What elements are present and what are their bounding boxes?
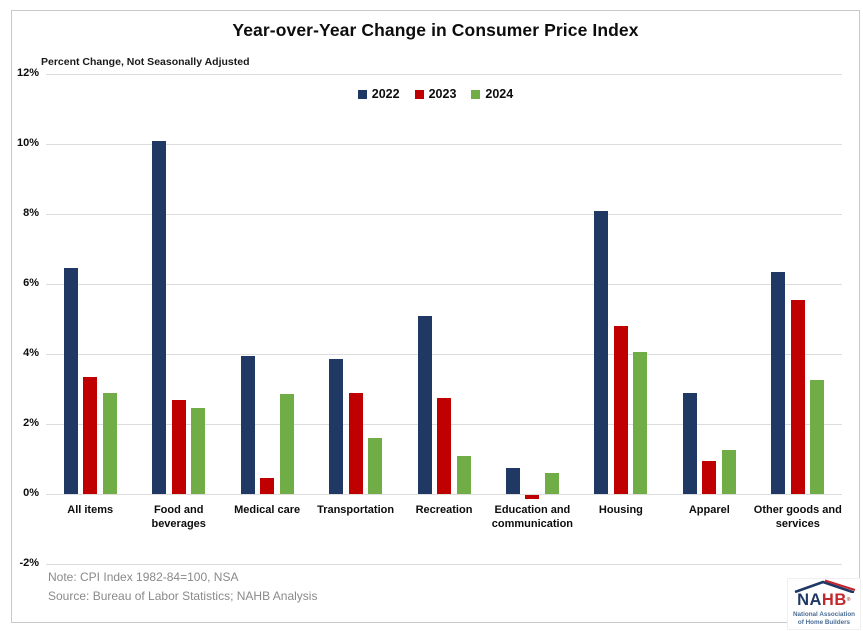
- bar-2023-education-and-communication: [525, 495, 540, 499]
- legend-swatch-2022: [357, 89, 367, 99]
- nahb-logo-name: NAHB®: [788, 592, 860, 609]
- bar-2023-medical-care: [260, 478, 275, 495]
- nahb-logo-org-line1: National Association: [792, 611, 856, 618]
- bar-2022-recreation: [417, 315, 432, 494]
- gridline-10: [46, 144, 842, 145]
- y-axis-label-10: 10%: [16, 137, 39, 149]
- plot-area: 12% 10% 8% 6% 4% 2% 0% -2% All items Food and bev…: [12, 11, 859, 622]
- gridline-0: [46, 494, 842, 495]
- bar-2022-housing: [594, 210, 609, 494]
- bar-2024-housing: [633, 352, 648, 495]
- gridline-12: [46, 74, 842, 75]
- x-axis-label-education-and-communication: Education and communication: [491, 504, 574, 530]
- nahb-logo-org: National Association of Home Builders: [788, 611, 860, 626]
- x-axis-label-medical-care: Medical care: [234, 504, 301, 516]
- gridline-6: [46, 284, 842, 285]
- bar-2023-recreation: [437, 397, 451, 495]
- y-axis-label-0: 0%: [23, 487, 39, 499]
- gridline-8: [46, 214, 842, 215]
- bar-2024-apparel: [721, 450, 736, 495]
- legend-label-2024: 2024: [485, 87, 514, 101]
- nahb-logo-hb: HB: [821, 591, 847, 609]
- chart-frame: Year-over-Year Change in Consumer Price …: [11, 10, 861, 630]
- bar-2024-recreation: [456, 455, 471, 494]
- note-text: Note: CPI Index 1982-84=100, NSA: [48, 570, 239, 584]
- y-axis-label-12: 12%: [16, 67, 39, 79]
- nahb-logo-na: NA: [797, 591, 822, 609]
- chart-title: Year-over-Year Change in Consumer Price …: [232, 20, 639, 40]
- bar-2024-medical-care: [279, 394, 294, 495]
- nahb-roof-icon: [794, 579, 856, 593]
- y-axis-label--2: -2%: [19, 557, 39, 569]
- bar-2023-food-and-beverages: [171, 399, 186, 494]
- chart-subtitle: Percent Change, Not Seasonally Adjusted: [41, 56, 250, 68]
- y-axis-label-4: 4%: [23, 347, 39, 359]
- x-axis-label-other-goods-and-services: Other goods and services: [753, 504, 842, 530]
- legend-label-2023: 2023: [428, 87, 457, 101]
- nahb-logo: NAHB® National Association of Home Build…: [787, 578, 861, 630]
- x-axis-label-apparel: Apparel: [688, 504, 730, 516]
- gridline-4: [46, 354, 842, 355]
- bar-2022-medical-care: [240, 355, 255, 495]
- y-axis-label-6: 6%: [23, 277, 39, 289]
- x-axis-label-food-and-beverages: Food and beverages: [151, 504, 206, 530]
- bar-2022-food-and-beverages: [152, 140, 167, 494]
- bar-2022-all-items: [63, 268, 78, 495]
- x-axis-label-recreation: Recreation: [415, 504, 473, 516]
- bar-2022-other-goods-and-services: [771, 271, 786, 495]
- bar-2024-food-and-beverages: [191, 408, 206, 495]
- x-axis-label-transportation: Transportation: [317, 504, 395, 516]
- bar-2022-education-and-communication: [505, 467, 520, 495]
- legend-item-2024: 2024: [471, 87, 513, 101]
- bar-2022-apparel: [682, 392, 697, 494]
- bar-2024-other-goods-and-services: [810, 380, 825, 495]
- bar-2023-all-items: [83, 376, 98, 495]
- gridline--2: [46, 564, 842, 565]
- source-text: Source: Bureau of Labor Statistics; NAHB…: [48, 589, 318, 603]
- legend-label-2022: 2022: [371, 87, 400, 101]
- legend-swatch-2024: [471, 89, 481, 99]
- nahb-logo-reg-mark: ®: [846, 597, 851, 603]
- bar-2022-transportation: [329, 359, 344, 495]
- nahb-logo-org-line2: of Home Builders: [797, 618, 851, 626]
- x-axis-label-housing: Housing: [598, 504, 643, 516]
- bar-2024-transportation: [368, 438, 383, 494]
- legend: 2022 2023 2024: [12, 87, 859, 101]
- x-axis-label-all-items: All items: [67, 504, 114, 516]
- bar-2023-apparel: [702, 460, 717, 495]
- legend-item-2023: 2023: [414, 87, 457, 101]
- legend-swatch-2023: [414, 89, 424, 99]
- bar-2024-all-items: [102, 392, 117, 494]
- y-axis-label-2: 2%: [23, 417, 39, 429]
- y-axis-label-8: 8%: [23, 207, 39, 219]
- bar-2023-housing: [613, 326, 628, 494]
- legend-item-2022: 2022: [357, 87, 400, 101]
- bar-2024-education-and-communication: [544, 473, 559, 494]
- bar-2023-transportation: [348, 392, 363, 494]
- bar-2023-other-goods-and-services: [790, 299, 805, 495]
